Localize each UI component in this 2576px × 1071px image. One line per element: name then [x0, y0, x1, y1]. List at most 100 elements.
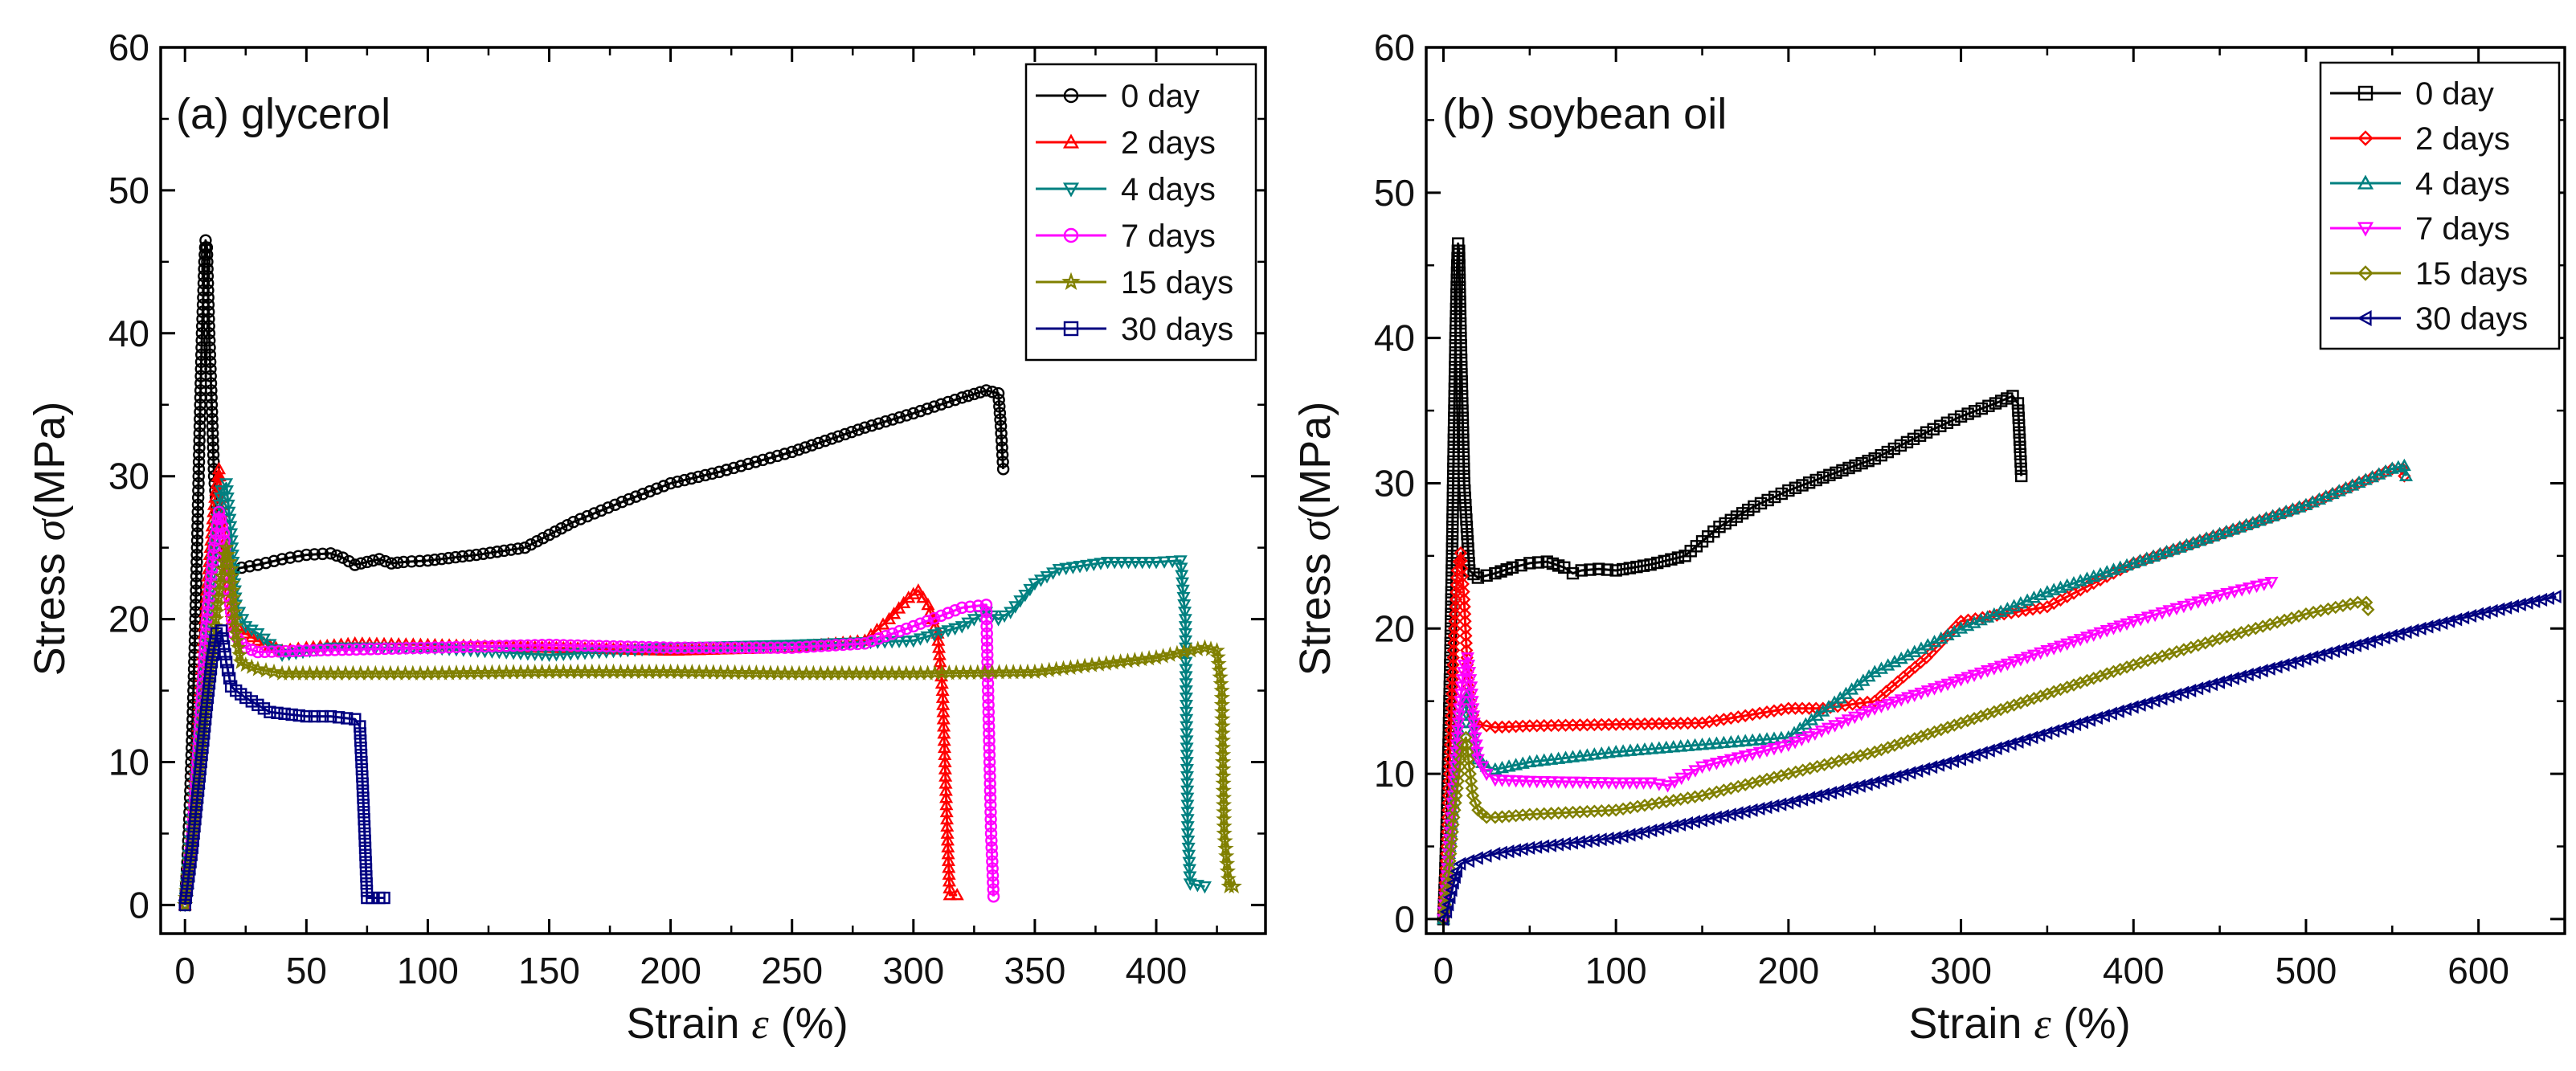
data-point [203, 670, 217, 683]
data-point [286, 644, 299, 657]
data-point [2257, 578, 2271, 591]
data-point [2220, 587, 2235, 601]
data-point [1801, 731, 1816, 744]
data-point [1101, 557, 1115, 570]
data-point [1709, 758, 1723, 771]
series-line [183, 510, 995, 905]
data-point [1463, 766, 1477, 781]
data-point [992, 614, 1006, 627]
data-point [1630, 560, 1643, 574]
data-point [2060, 638, 2075, 652]
data-point [1455, 562, 1469, 575]
data-point [264, 705, 276, 718]
data-point [2133, 614, 2148, 627]
data-point [193, 441, 206, 454]
x-axis-label: Strain ε (%) [626, 999, 848, 1048]
data-point [1445, 687, 1459, 701]
data-point [1609, 745, 1623, 758]
data-point [1509, 775, 1523, 788]
data-point [450, 640, 463, 654]
data-point [2040, 687, 2055, 701]
x-tick-label: 400 [1126, 950, 1188, 991]
data-point [1523, 775, 1537, 789]
data-point [366, 891, 378, 905]
data-point [435, 552, 448, 566]
data-point [1832, 754, 1846, 768]
data-point [1828, 720, 1842, 733]
data-point [1789, 765, 1803, 779]
data-point [1448, 615, 1462, 628]
data-point [982, 684, 995, 697]
data-point [1453, 251, 1466, 264]
data-point [974, 386, 987, 399]
data-point [865, 419, 878, 432]
data-point [484, 546, 497, 559]
legend-marker [1063, 321, 1079, 337]
data-point [354, 742, 367, 754]
data-point [1814, 726, 1829, 738]
data-point [1752, 746, 1767, 759]
data-point [1444, 840, 1458, 853]
data-point [1479, 759, 1494, 772]
data-point [194, 755, 207, 769]
y-tick-label: 60 [1374, 27, 1415, 68]
data-point [358, 834, 371, 848]
data-point [942, 395, 955, 409]
data-point [1456, 404, 1469, 417]
data-point [1900, 692, 1916, 705]
data-point [211, 520, 223, 533]
x-tick-label: 100 [397, 950, 459, 991]
data-point [685, 641, 698, 654]
data-point [203, 355, 217, 369]
data-point [354, 734, 367, 747]
data-point [920, 631, 934, 644]
data-point [1717, 783, 1731, 797]
data-point [205, 384, 218, 397]
data-point [192, 777, 206, 790]
data-point [967, 614, 981, 627]
data-point [1587, 747, 1601, 760]
data-point [1464, 774, 1478, 788]
data-point [985, 841, 998, 854]
y-tick-label: 0 [1394, 898, 1415, 940]
legend-marker [1063, 227, 1079, 243]
data-point [206, 548, 220, 562]
data-point [1630, 742, 1645, 756]
data-point [1834, 717, 1849, 730]
y-tick-label: 10 [108, 742, 149, 783]
data-point [899, 636, 914, 648]
data-point [858, 637, 872, 650]
x-tick-label: 100 [1585, 950, 1647, 991]
data-point [492, 647, 506, 660]
legend-item: 2 days [1036, 125, 1216, 161]
data-point [1454, 354, 1468, 366]
data-point [1552, 776, 1566, 789]
data-point [199, 705, 213, 718]
data-point [554, 521, 568, 535]
data-point [205, 399, 219, 411]
data-point [1861, 705, 1875, 719]
data-point [414, 641, 427, 655]
data-point [1448, 390, 1461, 403]
data-point [2067, 636, 2081, 649]
data-point [1454, 346, 1468, 359]
data-point [1447, 433, 1461, 446]
data-point [511, 542, 525, 555]
data-point [1448, 382, 1462, 395]
data-point [1456, 577, 1470, 591]
data-point [727, 461, 740, 475]
data-point [851, 637, 865, 651]
data-point [1135, 557, 1150, 570]
data-point [2007, 656, 2022, 669]
data-point [1637, 559, 1650, 572]
data-point [1004, 607, 1018, 619]
data-point [1650, 556, 1664, 570]
data-point [570, 648, 585, 660]
data-point [636, 488, 649, 501]
legend-item: 30 days [1036, 312, 1233, 347]
x-tick-label: 200 [640, 950, 701, 991]
data-point [996, 441, 1008, 454]
data-point [1180, 792, 1195, 805]
legend-item: 30 days [2330, 301, 2528, 337]
data-point [852, 423, 865, 436]
